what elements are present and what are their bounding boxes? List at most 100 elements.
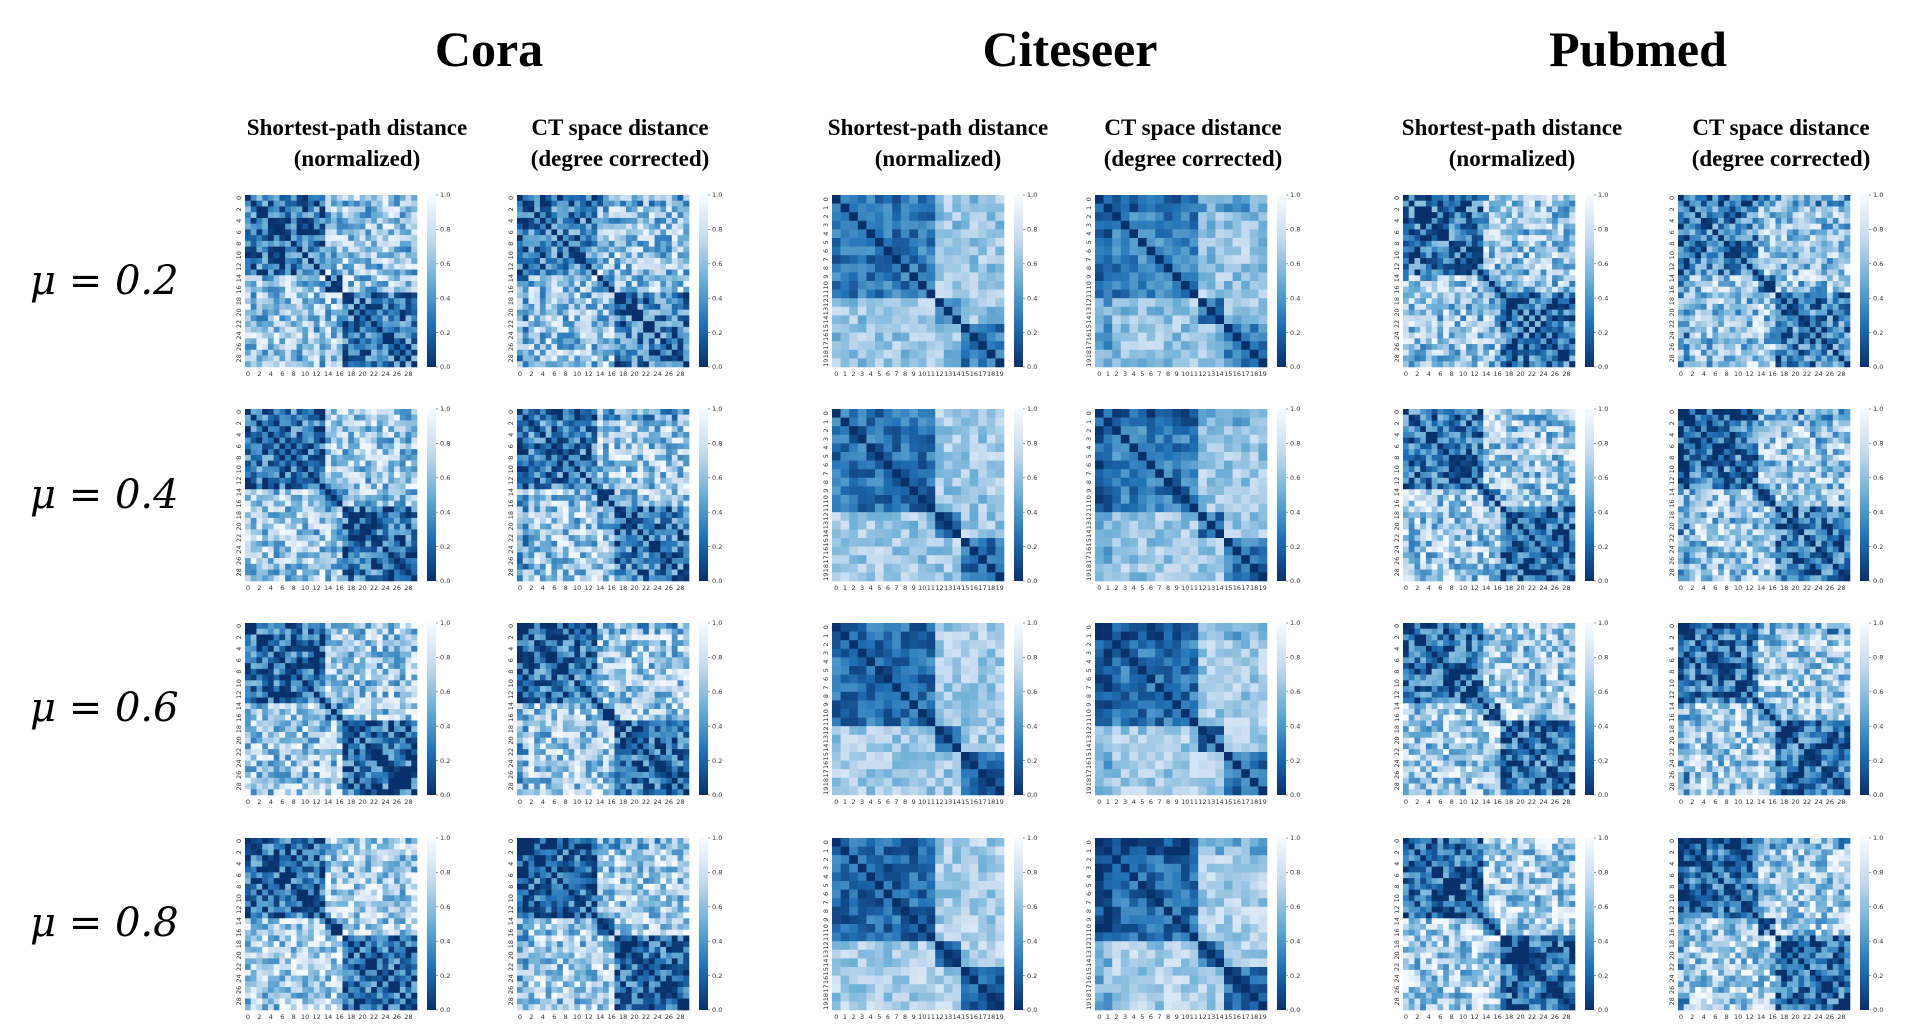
heatmap-cell [1775,252,1782,259]
heatmap-cell [1095,349,1104,359]
heatmap-cell [1249,220,1259,230]
heatmap-cell [625,258,632,265]
heatmap-cell [1563,321,1570,328]
heatmap-cell [1786,200,1793,207]
heatmap-cell [1448,321,1455,328]
heatmap-cell [900,255,910,265]
heatmap-cell [1775,286,1782,293]
heatmap-cell [1494,217,1501,224]
heatmap-cell [1437,361,1444,368]
heatmap-cell [279,195,286,202]
heatmap-cell [557,206,564,213]
heatmap-cell [1540,338,1547,345]
heatmap-cell [342,275,349,282]
heatmap-cell [1769,338,1776,345]
heatmap-cell [883,281,893,290]
heatmap-cell [1838,235,1845,242]
y-tick-label: 16 [822,333,830,341]
heatmap-cell [1540,195,1547,202]
heatmap-cell [614,275,621,282]
colorbar-tick-label: 0.8 [1873,226,1883,234]
heatmap-cell [539,355,546,362]
x-tick-label: 4 [1132,370,1136,378]
heatmap-cell [353,217,360,224]
heatmap-cell [331,286,338,293]
heatmap-cell [522,258,529,265]
heatmap-cell [608,292,615,299]
heatmap-cell [1792,298,1799,305]
heatmap-cell [1146,195,1156,204]
heatmap-cell [660,246,667,253]
heatmap-cell [978,289,988,299]
heatmap-cell [1511,229,1518,236]
heatmap-cell [411,200,418,207]
heatmap-cell [1517,344,1524,351]
heatmap-cell [1792,286,1799,293]
heatmap-cell [1466,229,1473,236]
heatmap-cell [285,217,292,224]
heatmap-cell [603,258,610,265]
heatmap-cell [1414,229,1421,236]
heatmap-cell [585,286,592,293]
heatmap-cell [1804,326,1811,333]
heatmap-cell [388,263,395,270]
heatmap-cell [995,263,1005,273]
heatmap-cell [1569,309,1576,316]
heatmap-cell [1431,326,1438,333]
heatmap-cell [1741,246,1748,253]
heatmap-cell [1752,309,1759,316]
heatmap-cell [671,235,678,242]
heatmap-cell [1775,303,1782,310]
heatmap-cell [1258,281,1268,290]
heatmap-cell [382,344,389,351]
heatmap-cell [1529,258,1536,265]
heatmap-cell [256,349,263,356]
heatmap-cell [382,217,389,224]
heatmap-cell [405,326,412,333]
heatmap-cell [319,460,326,467]
heatmap-cell [1408,269,1415,276]
heatmap-cell [399,420,406,427]
heatmap-cell [365,229,372,236]
heatmap-cell [591,240,598,247]
heatmap-cell [1695,355,1702,362]
heatmap-cell [359,286,366,293]
heatmap-cell [1138,263,1147,273]
x-tick-label: 26 [665,370,673,378]
heatmap-cell [1460,303,1467,310]
x-tick-label: 8 [1725,370,1729,378]
heatmap-cell [597,195,604,202]
heatmap-cell [1752,206,1759,213]
heatmap-cell [256,409,263,416]
heatmap-cell [302,217,309,224]
heatmap-cell [1764,212,1771,219]
heatmap-cell [353,431,360,438]
heatmap-cell [637,206,644,213]
heatmap-cell [557,252,564,259]
heatmap-cell [411,258,418,265]
heatmap-cell [302,303,309,310]
heatmap-cell [399,252,406,259]
heatmap-cell [677,263,684,270]
heatmap-cell [308,206,315,213]
heatmap-cell [574,281,581,288]
heatmap-cell [1792,240,1799,247]
heatmap-cell [336,443,343,450]
heatmap-cell [1511,344,1518,351]
col-title-line1: Shortest-path distance [1401,115,1623,140]
heatmap-cell [832,246,841,256]
heatmap-cell [1775,206,1782,213]
heatmap-cell [545,298,552,305]
heatmap-cell [353,281,360,288]
heatmap-cell [273,246,280,253]
heatmap-cell [1511,355,1518,362]
heatmap-cell [1403,332,1410,339]
heatmap-cell [1741,206,1748,213]
heatmap-cell [302,355,309,362]
heatmap-cell [1723,332,1730,339]
heatmap-cell [1095,195,1104,204]
heatmap-cell [245,460,252,467]
heatmap-cell [1471,195,1478,202]
heatmap-cell [1683,298,1690,305]
heatmap-cell [671,212,678,219]
